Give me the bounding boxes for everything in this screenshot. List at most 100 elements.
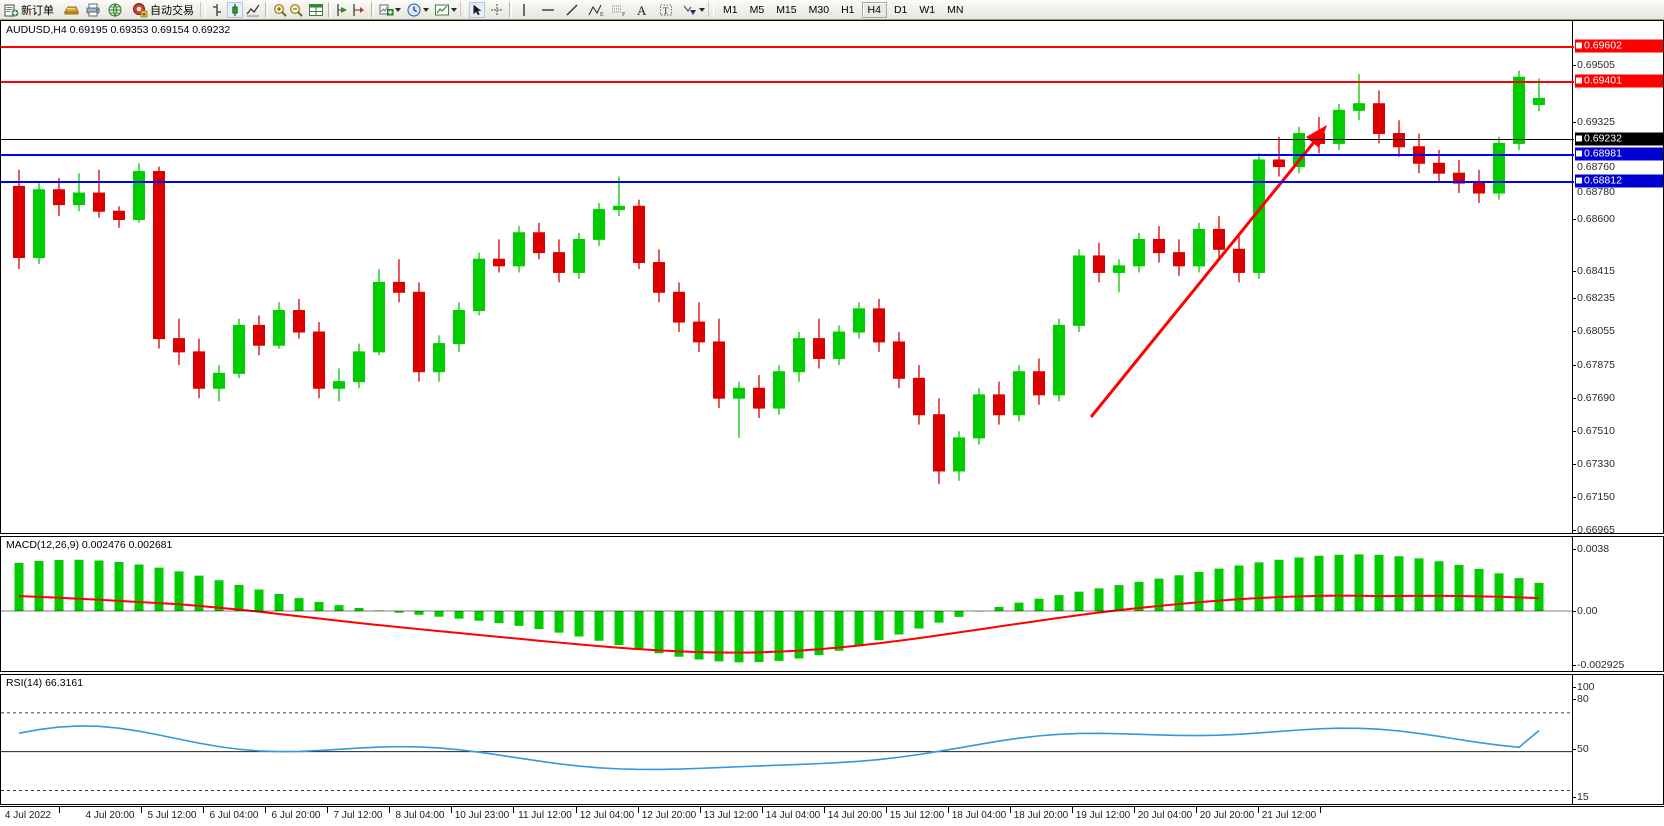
trendline-icon[interactable] — [564, 2, 580, 18]
candle — [1373, 90, 1385, 144]
price-line-handle[interactable] — [1576, 177, 1582, 184]
resistance-red-upper[interactable] — [1, 46, 1574, 48]
timeframe-m5[interactable]: M5 — [749, 3, 765, 16]
crosshair-tool-icon[interactable] — [489, 2, 505, 18]
current-price-line[interactable] — [1, 139, 1574, 140]
timeframe-m30[interactable]: M30 — [808, 3, 830, 16]
time-axis-label: 6 Jul 04:00 — [209, 810, 259, 821]
rsi-plot-area[interactable] — [1, 675, 1572, 804]
text-icon[interactable]: A — [634, 2, 650, 18]
support-blue-upper-tag[interactable]: 0.68981 — [1575, 147, 1663, 161]
time-axis-label: 4 Jul 20:00 — [85, 810, 135, 821]
fibonacci-icon[interactable]: F — [610, 2, 626, 18]
support-blue-lower-tag[interactable]: 0.68812 — [1575, 174, 1663, 188]
toolbar-grip-2[interactable] — [460, 2, 466, 17]
toolbar-grip[interactable] — [200, 2, 206, 17]
price-tick-mark — [1573, 219, 1576, 220]
bar-chart-icon[interactable] — [209, 2, 225, 18]
timeframe-m1[interactable]: M1 — [723, 3, 738, 16]
price-tick-mark — [1573, 65, 1576, 66]
gold-bar-icon[interactable] — [63, 2, 79, 18]
candle — [973, 388, 985, 445]
price-tick-mark — [1573, 398, 1576, 399]
timeframe-m15[interactable]: M15 — [776, 3, 797, 16]
time-axis-tick — [886, 807, 887, 813]
time-axis-tick — [59, 807, 60, 813]
add-indicator-icon[interactable] — [378, 2, 394, 18]
rsi-tick-mark — [1573, 797, 1576, 798]
price-tick-label: 0.67690 — [1577, 392, 1615, 404]
candle — [1133, 232, 1145, 273]
resistance-red-lower-tag[interactable]: 0.69401 — [1575, 74, 1663, 88]
candle — [913, 365, 925, 425]
rsi-pane[interactable]: 100 80 50 15 RSI(14) 66.3161 — [0, 674, 1664, 805]
zoom-out-icon[interactable] — [288, 2, 304, 18]
timeframe-w1[interactable]: W1 — [919, 3, 936, 16]
macd-plot-area[interactable] — [1, 537, 1572, 671]
macd-pane[interactable]: 0.0038 0.00 -0.002925 MACD(12,26,9) 0.0024… — [0, 536, 1664, 672]
text-label-icon[interactable]: T — [658, 2, 674, 18]
grid-icon[interactable] — [308, 2, 324, 18]
candle — [1033, 358, 1045, 405]
candle — [753, 375, 765, 419]
bullish-trend-arrow[interactable] — [1089, 125, 1327, 418]
time-axis-label: 18 Jul 04:00 — [951, 810, 1007, 821]
printer-icon[interactable] — [85, 2, 101, 18]
price-axis[interactable]: 0.69505 0.69325 0.68600 0.68415 0.68235 0.680… — [1572, 21, 1663, 601]
vertical-line-icon[interactable] — [516, 2, 532, 18]
candle — [693, 302, 705, 352]
current-price-line-tag[interactable]: 0.69232 — [1575, 132, 1663, 146]
shapes-icon[interactable] — [682, 2, 698, 18]
templates-icon[interactable] — [434, 2, 450, 18]
period-chevron-down-icon[interactable] — [423, 7, 429, 12]
zoom-in-icon[interactable] — [272, 2, 288, 18]
price-line-handle[interactable] — [1576, 150, 1582, 157]
horizontal-line-icon[interactable] — [540, 2, 556, 18]
timeframe-h4[interactable]: H4 — [861, 1, 887, 18]
time-axis-label: 14 Jul 04:00 — [765, 810, 821, 821]
candle — [1053, 318, 1065, 402]
time-axis-tick — [451, 807, 452, 813]
candle — [373, 269, 385, 356]
price-tick-mark — [1573, 431, 1576, 432]
cursor-icon[interactable] — [469, 1, 485, 18]
timeframe-h1[interactable]: H1 — [841, 3, 855, 16]
price-line-handle[interactable] — [1576, 42, 1582, 49]
templates-chevron-down-icon[interactable] — [451, 7, 457, 12]
candle — [93, 169, 105, 218]
price-plot-area[interactable] — [1, 21, 1572, 533]
resistance-red-lower[interactable] — [1, 81, 1574, 83]
line-chart-icon[interactable] — [245, 2, 261, 18]
auto-scroll-icon[interactable] — [351, 2, 367, 18]
period-icon[interactable] — [406, 2, 422, 18]
candle — [1513, 70, 1525, 151]
price-line-value: 0.68981 — [1584, 147, 1622, 160]
timeframe-d1[interactable]: D1 — [893, 3, 908, 16]
equidistant-channel-icon[interactable]: E — [588, 2, 604, 18]
price-line-value: 0.69401 — [1584, 74, 1622, 87]
new-order-label: 新订单 — [21, 4, 54, 17]
shapes-chevron-down-icon[interactable] — [699, 7, 705, 12]
timeframe-mn[interactable]: MN — [947, 3, 964, 16]
candle — [1213, 216, 1225, 260]
resistance-red-upper-tag[interactable]: 0.69602 — [1575, 39, 1663, 53]
price-line-handle[interactable] — [1576, 135, 1582, 142]
svg-text:A: A — [637, 3, 647, 18]
rsi-tick-mark — [1573, 699, 1576, 700]
price-line-handle[interactable] — [1576, 77, 1582, 84]
globe-icon[interactable] — [107, 2, 123, 18]
price-pane[interactable]: 0.69505 0.69325 0.68600 0.68415 0.68235 0.680… — [0, 20, 1664, 601]
time-axis-label: 18 Jul 20:00 — [1013, 810, 1069, 821]
chart-shift-icon[interactable] — [335, 2, 351, 18]
time-axis[interactable]: 4 Jul 2022 4 Jul 20:00 5 Jul 12:00 6 Jul 04… — [0, 806, 1664, 826]
toolbar-grip-3[interactable] — [708, 2, 714, 17]
macd-tick-mark — [1573, 611, 1576, 612]
support-blue-lower[interactable] — [1, 181, 1574, 183]
support-blue-upper[interactable] — [1, 154, 1574, 156]
candlestick-chart-icon[interactable] — [227, 1, 243, 18]
time-axis-tick — [1010, 807, 1011, 813]
symbol-header-label: AUDUSD,H4 0.69195 0.69353 0.69154 0.6923… — [6, 24, 231, 36]
auto-trading-button[interactable]: 自动交易 — [129, 1, 197, 19]
add-indicator-chevron-down-icon[interactable] — [395, 7, 401, 12]
new-order-button[interactable]: 新订单 — [0, 1, 57, 19]
